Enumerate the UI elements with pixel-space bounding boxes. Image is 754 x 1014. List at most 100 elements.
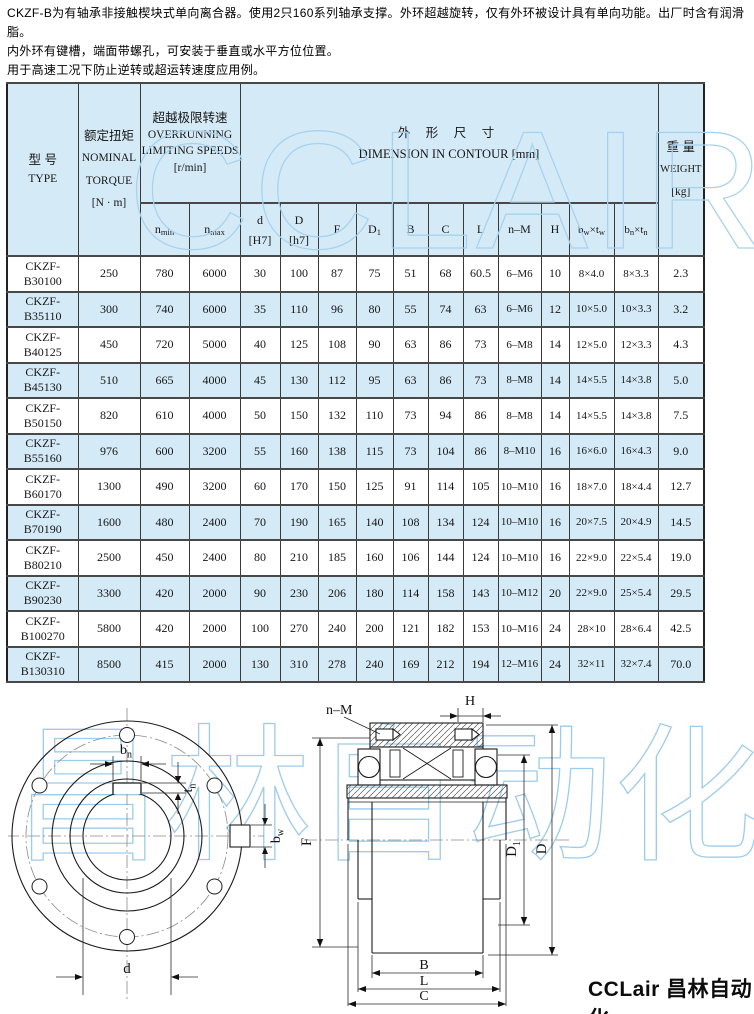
- label-H: H: [465, 694, 475, 709]
- cell-D: 130: [279, 361, 319, 399]
- cell-d: 100: [239, 610, 281, 648]
- header-torque: 额定扭矩 NOMINAL TORQUE [N · m]: [77, 82, 141, 257]
- cell-torque: 1300: [77, 468, 141, 506]
- cell-D1: 200: [355, 610, 394, 648]
- cell-D: 100: [279, 255, 319, 293]
- col-header-C: C: [427, 202, 464, 257]
- spec-table: 型 号 TYPE 额定扭矩 NOMINAL TORQUE [N · m] 超越极…: [6, 82, 706, 683]
- cell-d: 90: [239, 574, 281, 612]
- cell-D: 210: [279, 539, 319, 577]
- cell-nmax: 2000: [188, 574, 241, 612]
- table-body: CKZF-B30100 250 780 6000 30 100 87 75 51…: [6, 255, 705, 683]
- cell-bwtw: 28×10: [568, 610, 615, 648]
- cell-weight: 70.0: [657, 645, 705, 683]
- label-bn: bn: [120, 743, 132, 761]
- cell-weight: 4.3: [657, 326, 705, 364]
- cell-nM: 10–M10: [497, 468, 542, 506]
- cell-B: 121: [392, 610, 429, 648]
- cell-d: 70: [239, 503, 281, 541]
- cell-B: 55: [392, 290, 429, 328]
- logo-text: CCLair 昌林自动化: [588, 978, 753, 1014]
- cell-C: 104: [427, 432, 464, 470]
- col-header-L: L: [462, 202, 499, 257]
- cell-bwtw: 16×6.0: [568, 432, 615, 470]
- cell-bwtw: 10×5.0: [568, 290, 615, 328]
- header-type-cn: 型 号: [28, 153, 57, 167]
- cell-nM: 10–M12: [497, 574, 542, 612]
- section-dim-arrows: [316, 713, 556, 1007]
- cell-H: 14: [540, 326, 570, 364]
- section-dim-lines: [312, 708, 558, 1006]
- cell-C: 212: [427, 645, 464, 683]
- col-header-F: F: [317, 202, 357, 257]
- cell-nmax: 4000: [188, 361, 241, 399]
- col-header-bwtw: bw×tw: [568, 202, 615, 257]
- section-view-drawing: n–M H F D1 D B L C: [300, 694, 572, 1007]
- cell-B: 108: [392, 503, 429, 541]
- label-d: d: [123, 961, 131, 977]
- cell-nmin: 420: [139, 610, 190, 648]
- cell-d: 35: [239, 290, 281, 328]
- cell-F: 165: [317, 503, 357, 541]
- cell-L: 73: [462, 361, 499, 399]
- cell-nM: 8–M8: [497, 397, 542, 435]
- cell-H: 16: [540, 503, 570, 541]
- nm-leader: [343, 716, 381, 735]
- cell-bntn: 28×6.4: [613, 610, 659, 648]
- col-header-D1: D1: [355, 202, 394, 257]
- cell-D: 125: [279, 326, 319, 364]
- intro-line-2: 内外环有键槽，端面带螺孔，可安装于垂直或水平方位位置。: [7, 44, 340, 58]
- outer-keyway: [229, 824, 251, 848]
- cell-nM: 12–M16: [497, 645, 542, 683]
- cell-weight: 12.7: [657, 468, 705, 506]
- cell-B: 63: [392, 326, 429, 364]
- cell-nmin: 420: [139, 574, 190, 612]
- cell-d: 45: [239, 361, 281, 399]
- cell-weight: 3.2: [657, 290, 705, 328]
- cell-F: 206: [317, 574, 357, 612]
- cell-d: 40: [239, 326, 281, 364]
- cell-torque: 300: [77, 290, 141, 328]
- cell-F: 132: [317, 397, 357, 435]
- col-header-nmax: nmax: [188, 202, 241, 257]
- cell-weight: 9.0: [657, 432, 705, 470]
- cell-type: CKZF-B55160: [6, 432, 79, 470]
- cell-bntn: 22×5.4: [613, 539, 659, 577]
- cell-type: CKZF-B50150: [6, 397, 79, 435]
- cell-nM: 10–M16: [497, 610, 542, 648]
- table-row: CKZF-B80210 2500 450 2400 80 210 185 160…: [6, 539, 705, 577]
- cell-D: 170: [279, 468, 319, 506]
- cell-D1: 180: [355, 574, 394, 612]
- cell-L: 143: [462, 574, 499, 612]
- cell-nmin: 610: [139, 397, 190, 435]
- cell-H: 24: [540, 610, 570, 648]
- cell-bwtw: 12×5.0: [568, 326, 615, 364]
- cell-bntn: 10×3.3: [613, 290, 659, 328]
- cell-weight: 2.3: [657, 255, 705, 293]
- cell-type: CKZF-B130310: [6, 645, 79, 683]
- cell-D: 160: [279, 432, 319, 470]
- table-row: CKZF-B45130 510 665 4000 45 130 112 95 6…: [6, 361, 705, 399]
- cell-nmax: 4000: [188, 397, 241, 435]
- cell-D1: 160: [355, 539, 394, 577]
- cell-B: 63: [392, 361, 429, 399]
- cell-torque: 5800: [77, 610, 141, 648]
- cell-weight: 5.0: [657, 361, 705, 399]
- cell-nmax: 3200: [188, 432, 241, 470]
- cell-d: 80: [239, 539, 281, 577]
- cell-H: 16: [540, 539, 570, 577]
- cell-B: 114: [392, 574, 429, 612]
- cell-nmax: 6000: [188, 290, 241, 328]
- intro-text: CKZF-B为有轴承非接触楔块式单向离合器。使用2只160系列轴承支撑。外环超越…: [7, 4, 751, 80]
- bore-keyway: [112, 782, 142, 794]
- cell-C: 158: [427, 574, 464, 612]
- cell-H: 20: [540, 574, 570, 612]
- cell-L: 105: [462, 468, 499, 506]
- header-type-en: TYPE: [28, 173, 58, 185]
- table-row: CKZF-B55160 976 600 3200 55 160 138 115 …: [6, 432, 705, 470]
- cell-weight: 7.5: [657, 397, 705, 435]
- table-row: CKZF-B60170 1300 490 3200 60 170 150 125…: [6, 468, 705, 506]
- label-nm: n–M: [326, 703, 353, 718]
- cell-bwtw: 18×7.0: [568, 468, 615, 506]
- cell-bntn: 14×3.8: [613, 397, 659, 435]
